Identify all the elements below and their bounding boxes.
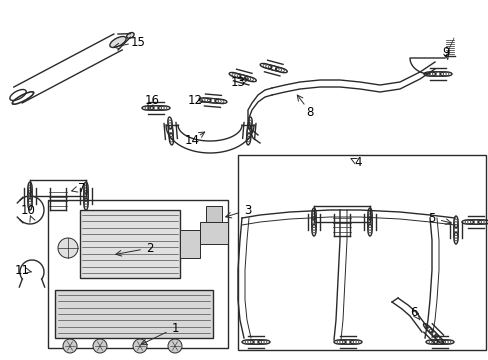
FancyBboxPatch shape [80,210,180,278]
Bar [205,206,222,222]
Text: 14: 14 [184,134,199,147]
Text: 15: 15 [130,36,145,49]
Text: 7: 7 [78,181,85,194]
Text: 10: 10 [20,203,35,216]
Bar [55,290,213,338]
Circle shape [58,238,78,258]
Text: 12: 12 [187,94,202,107]
Bar [200,222,227,244]
Circle shape [93,339,107,353]
Text: 8: 8 [305,105,313,118]
Text: 13: 13 [230,76,245,89]
Circle shape [63,339,77,353]
Text: 16: 16 [144,94,159,107]
Text: 6: 6 [409,306,417,319]
Text: 2: 2 [146,242,153,255]
Bar [238,155,485,350]
Ellipse shape [110,36,126,48]
Bar [48,200,227,348]
Bar [180,230,200,258]
Text: 11: 11 [15,264,29,276]
Text: 5: 5 [427,212,435,225]
Text: 9: 9 [441,45,449,59]
Circle shape [133,339,147,353]
Text: 4: 4 [353,156,361,168]
Circle shape [168,339,182,353]
Ellipse shape [126,32,134,39]
Text: 1: 1 [171,321,179,334]
Text: 3: 3 [244,203,251,216]
